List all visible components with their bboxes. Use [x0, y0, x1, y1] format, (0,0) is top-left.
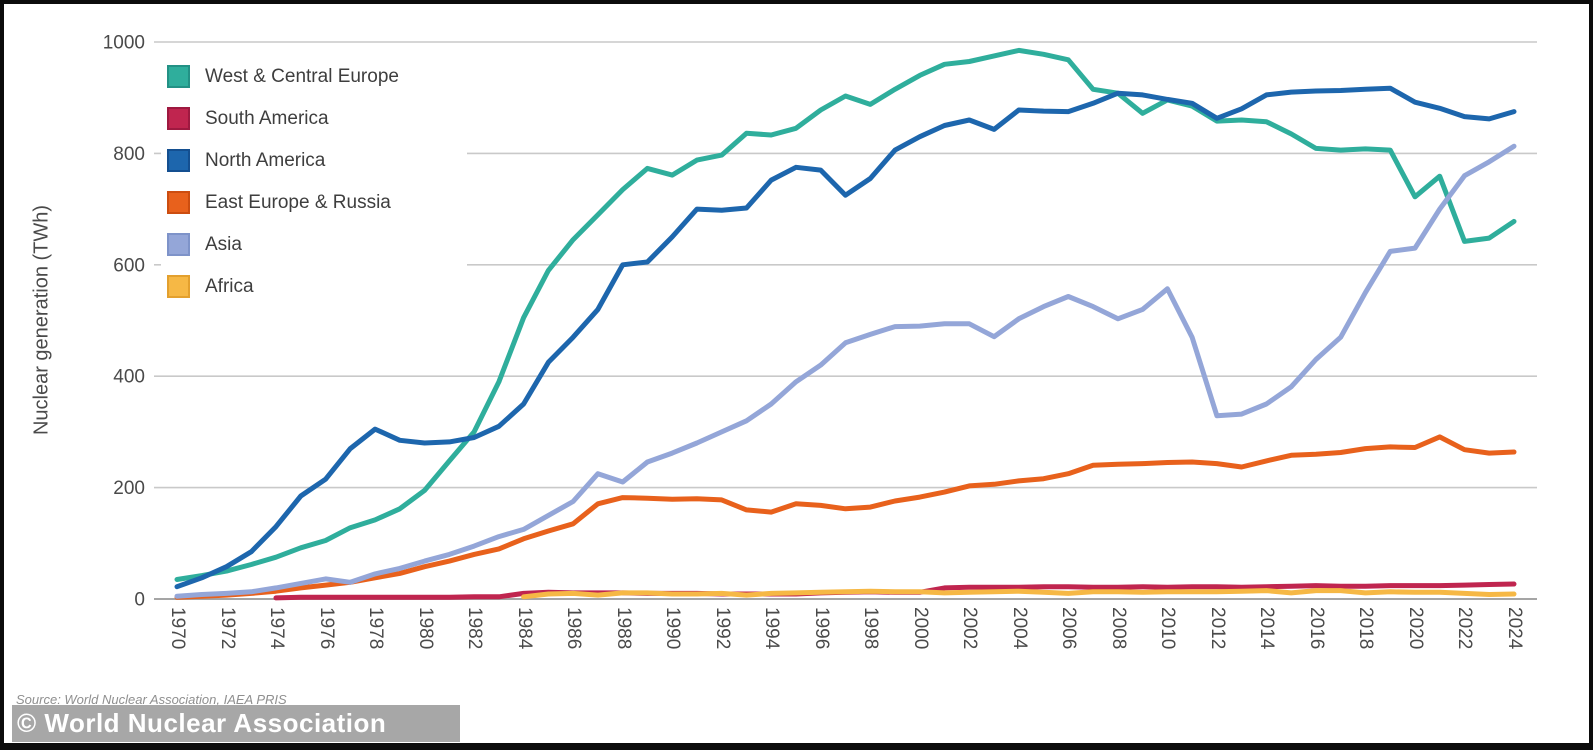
legend-swatch-north-america	[167, 149, 190, 172]
legend-label-north-america: North America	[205, 149, 326, 171]
x-tick-label-1982: 1982	[464, 607, 486, 650]
x-tick-label-2000: 2000	[909, 607, 931, 650]
y-tick-label-0: 0	[134, 590, 145, 611]
x-tick-label-1994: 1994	[761, 607, 783, 650]
x-tick-label-1996: 1996	[810, 607, 832, 650]
x-tick-label-2020: 2020	[1404, 607, 1426, 650]
x-tick-label-2006: 2006	[1058, 607, 1080, 650]
x-tick-label-1970: 1970	[167, 607, 188, 650]
y-tick-label-800: 800	[113, 144, 145, 165]
watermark-text: © World Nuclear Association	[17, 708, 387, 738]
legend-item-south-america: South America	[167, 107, 467, 130]
line-east-europe-russia	[174, 434, 1517, 600]
x-tick-label-2024: 2024	[1504, 607, 1525, 650]
legend-item-west-central-europe: West & Central Europe	[167, 65, 467, 88]
legend-item-africa: Africa	[167, 275, 467, 298]
legend-swatch-west-central-europe	[167, 65, 190, 88]
x-tick-label-1976: 1976	[315, 607, 337, 650]
legend-label-asia: Asia	[205, 233, 242, 255]
source-attribution: Source: World Nuclear Association, IAEA …	[16, 692, 287, 707]
x-tick-label-1988: 1988	[612, 607, 634, 650]
y-tick-label-400: 400	[113, 367, 145, 388]
legend-swatch-africa	[167, 275, 190, 298]
x-tick-label-1990: 1990	[662, 607, 684, 650]
x-tick-label-2014: 2014	[1256, 607, 1278, 650]
line-asia	[174, 143, 1517, 599]
watermark-bar: © World Nuclear Association	[12, 705, 460, 742]
x-tick-label-1972: 1972	[216, 607, 238, 650]
x-tick-label-2016: 2016	[1305, 607, 1327, 650]
line-north-america	[174, 85, 1517, 590]
line-africa	[521, 588, 1517, 600]
x-tick-label-2010: 2010	[1157, 607, 1179, 650]
chart-canvas: 0 200 400 600 800 1000	[103, 33, 1537, 611]
x-tick-label-2002: 2002	[959, 607, 981, 650]
line-west-central-europe	[174, 47, 1517, 582]
legend-label-africa: Africa	[205, 275, 254, 297]
legend-swatch-south-america	[167, 107, 190, 130]
legend-swatch-asia	[167, 233, 190, 256]
x-tick-label-1974: 1974	[266, 607, 288, 650]
legend-label-east-europe-russia: East Europe & Russia	[205, 191, 391, 213]
y-tick-label-1000: 1000	[103, 33, 145, 54]
x-tick-label-2008: 2008	[1107, 607, 1129, 650]
x-tick-label-2022: 2022	[1454, 607, 1476, 650]
x-tick-label-2004: 2004	[1008, 607, 1030, 650]
x-tick-label-1992: 1992	[711, 607, 733, 650]
x-tick-label-1998: 1998	[860, 607, 882, 650]
legend-item-east-europe-russia: East Europe & Russia	[167, 191, 467, 214]
legend-item-asia: Asia	[167, 233, 467, 256]
x-tick-label-2012: 2012	[1206, 607, 1228, 650]
y-tick-label-200: 200	[113, 478, 145, 499]
legend-label-south-america: South America	[205, 107, 329, 129]
legend-swatch-east-europe-russia	[167, 191, 190, 214]
x-tick-label-2018: 2018	[1355, 607, 1377, 650]
legend-item-north-america: North America	[167, 149, 467, 172]
y-tick-label-600: 600	[113, 255, 145, 276]
legend: West & Central Europe South America North …	[161, 53, 467, 327]
x-tick-label-1978: 1978	[365, 607, 387, 650]
x-tick-label-1980: 1980	[414, 607, 436, 650]
x-tick-label-1984: 1984	[513, 607, 535, 650]
x-tick-label-1986: 1986	[563, 607, 585, 650]
y-axis-title: Nuclear generation (TWh)	[30, 204, 53, 436]
legend-label-west-central-europe: West & Central Europe	[205, 65, 399, 87]
